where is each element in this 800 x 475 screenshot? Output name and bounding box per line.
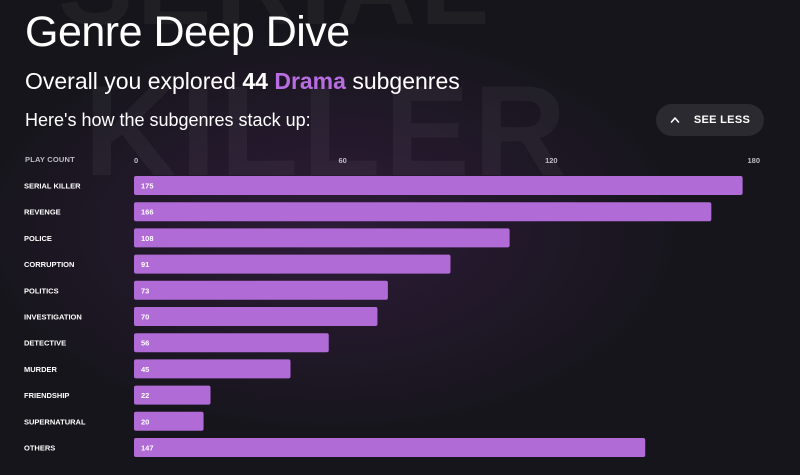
bar-value-label: 45 xyxy=(141,365,149,374)
category-label: REVENGE xyxy=(24,208,61,217)
x-tick-label: 180 xyxy=(747,156,760,165)
subtitle: Overall you explored 44 Drama subgenres xyxy=(25,68,460,95)
genre-name: Drama xyxy=(274,68,346,94)
bar xyxy=(134,333,329,353)
bar xyxy=(134,385,211,405)
bar xyxy=(134,438,646,457)
watermark-line-2: KILLER xyxy=(84,68,570,196)
category-label: INVESTIGATION xyxy=(24,313,82,322)
category-label: POLITICS xyxy=(24,286,59,295)
y-axis-label: PLAY COUNT xyxy=(25,155,75,164)
bar-value-label: 22 xyxy=(141,391,149,400)
subtitle-suffix: subgenres xyxy=(345,68,460,94)
bar-value-label: 56 xyxy=(141,339,149,348)
stack-caption: Here's how the subgenres stack up: xyxy=(25,110,311,130)
bar xyxy=(134,359,291,379)
category-label: CORRUPTION xyxy=(24,260,74,269)
x-tick-label: 60 xyxy=(338,156,346,165)
category-label: FRIENDSHIP xyxy=(24,391,69,400)
watermark-line-1: SERIAL xyxy=(58,0,493,42)
category-label: OTHERS xyxy=(24,444,55,453)
subgenre-count: 44 xyxy=(242,68,268,94)
bar-value-label: 147 xyxy=(141,444,154,453)
bar xyxy=(134,307,378,326)
category-label: POLICE xyxy=(24,234,52,243)
bar-value-label: 166 xyxy=(141,208,154,217)
x-tick-label: 120 xyxy=(545,156,558,165)
bar-value-label: 175 xyxy=(141,182,154,191)
category-label: SUPERNATURAL xyxy=(24,417,86,426)
bar xyxy=(134,280,388,300)
bar xyxy=(134,202,712,222)
category-label: SERIAL KILLER xyxy=(24,182,81,191)
bar-value-label: 20 xyxy=(141,417,149,426)
see-less-label: SEE LESS xyxy=(693,114,751,126)
bar-value-label: 70 xyxy=(141,313,149,322)
bar xyxy=(134,411,204,431)
bar-value-label: 108 xyxy=(141,234,154,243)
bar-value-label: 91 xyxy=(141,260,149,269)
bar xyxy=(134,254,451,274)
x-tick-label: 0 xyxy=(134,156,138,165)
bar-value-label: 73 xyxy=(141,286,149,295)
page-title: Genre Deep Dive xyxy=(25,8,350,56)
bar xyxy=(134,176,743,195)
category-label: DETECTIVE xyxy=(24,339,66,348)
see-less-button[interactable]: SEE LESS xyxy=(656,104,764,136)
bar xyxy=(134,228,510,248)
chevron-up-icon xyxy=(670,117,680,123)
category-label: MURDER xyxy=(24,365,57,374)
subtitle-prefix: Overall you explored xyxy=(25,68,243,94)
